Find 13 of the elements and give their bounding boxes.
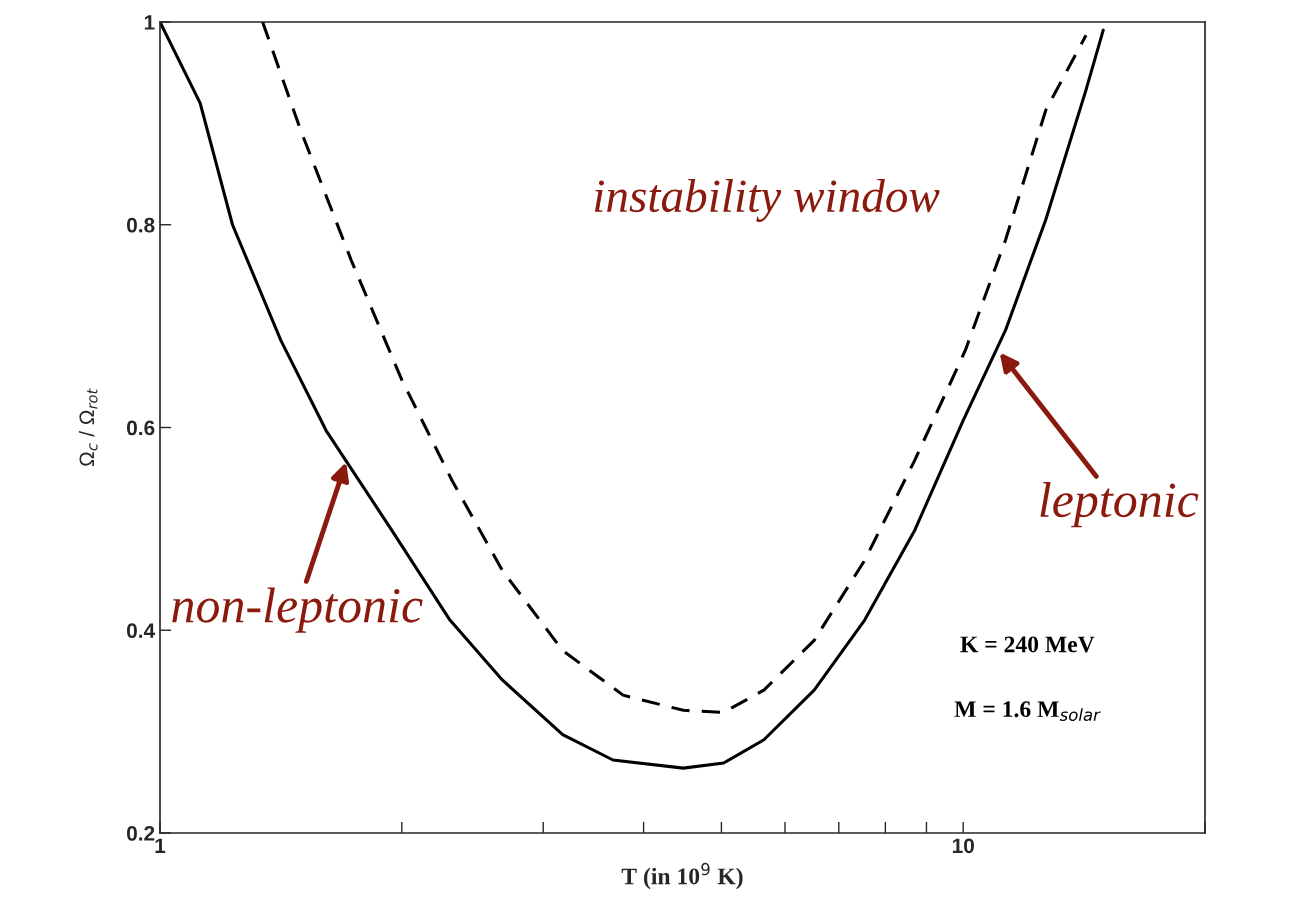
annotation: K = 240 MeV bbox=[960, 636, 1095, 653]
y-axis-title: Ω$_{c}$ / Ω$_{rot}$ bbox=[78, 388, 98, 466]
x-axis-title: T (in 10$^{9}$ K) bbox=[621, 862, 743, 890]
annotation: non-leptonic bbox=[172, 587, 423, 633]
y-tick-label: 0.8 bbox=[127, 217, 155, 233]
x-tick-label: 10 bbox=[952, 838, 974, 854]
annotation: leptonic bbox=[1040, 482, 1199, 528]
y-tick-label: 0.6 bbox=[127, 420, 155, 436]
y-tick-label: 1 bbox=[144, 15, 155, 30]
annotation: instability window bbox=[594, 178, 940, 222]
y-tick-label: 0.2 bbox=[127, 826, 155, 841]
annotation: M = 1.6 M$_{solar}$ bbox=[954, 701, 1101, 721]
y-tick-label: 0.4 bbox=[127, 623, 156, 638]
